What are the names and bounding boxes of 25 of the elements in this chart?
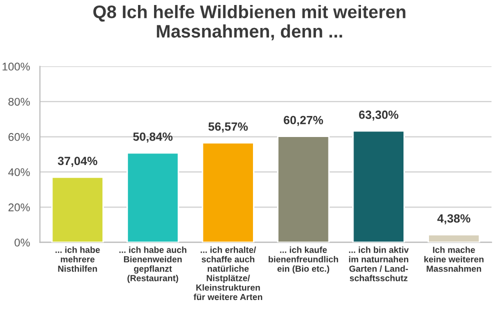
x-tick-label: ... ich habe auch Bienenweiden gepflanzt (Restaurant)	[119, 246, 186, 283]
bar	[352, 130, 405, 242]
data-label: 63,30%	[359, 110, 398, 121]
bar	[277, 136, 330, 242]
x-tick-label: ... ich erhalte/ schaffe auch natürliche Nistplätze/ Kleinstrukturen für weitere Arten	[194, 246, 262, 300]
bar	[126, 152, 180, 242]
y-tick-label: 100%	[2, 62, 30, 71]
x-tick-label: ... ich habe mehrere Nisthilfen	[56, 246, 100, 272]
y-tick-label: 20%	[8, 203, 30, 212]
chart-title: Q8 Ich helfe Wildbienen mit weiteren Massnahmen, denn ...	[93, 4, 406, 40]
bar	[428, 234, 480, 242]
y-tick-label: 40%	[8, 168, 30, 176]
x-tick-label: Ich mache keine weiteren Massnahmen	[424, 246, 484, 272]
data-label: 4,38%	[437, 214, 470, 224]
y-tick-label: 0%	[14, 238, 30, 246]
data-label: 56,57%	[208, 122, 248, 132]
x-tick-label: ... ich kaufe bienenfreundlich ein (Bio etc.)	[268, 246, 338, 274]
y-tick-label: 60%	[8, 133, 30, 141]
y-tick-label: 80%	[8, 98, 30, 106]
data-label: 60,27%	[284, 116, 324, 126]
bar	[51, 176, 104, 242]
data-label: 37,04%	[58, 156, 98, 167]
data-label: 50,84%	[133, 132, 173, 143]
bar	[202, 142, 254, 242]
x-tick-label: ... ich bin aktiv im naturnahen Garten / Land- schaftsschutz	[349, 246, 409, 282]
